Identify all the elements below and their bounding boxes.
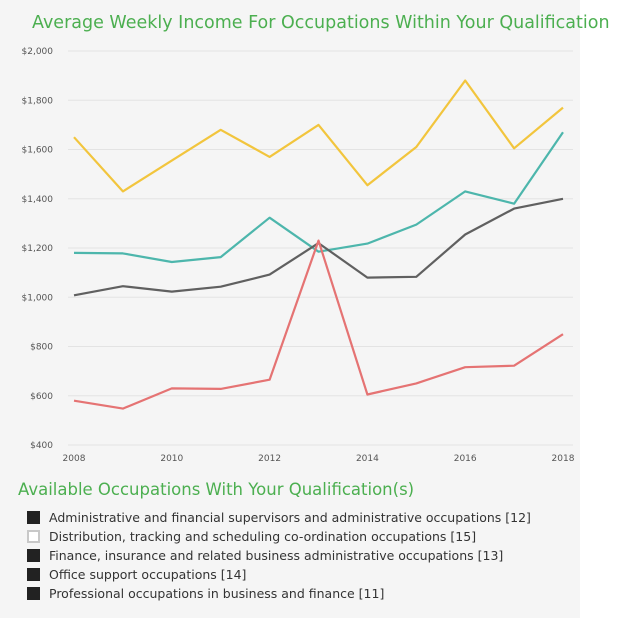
legend-item-label: Administrative and financial supervisors…	[49, 510, 531, 525]
legend-title: Available Occupations With Your Qualific…	[18, 480, 415, 499]
y-tick-label: $1,600	[22, 146, 54, 156]
legend-item[interactable]: Finance, insurance and related business …	[27, 546, 531, 565]
legend-item[interactable]: Professional occupations in business and…	[27, 584, 531, 603]
y-tick-label: $400	[30, 441, 53, 451]
x-tick-label: 2008	[63, 454, 86, 464]
legend: Administrative and financial supervisors…	[27, 508, 531, 603]
legend-item[interactable]: Office support occupations [14]	[27, 565, 531, 584]
series-line-2	[73, 197, 564, 297]
legend-item-label: Distribution, tracking and scheduling co…	[49, 529, 477, 544]
y-tick-label: $1,400	[22, 195, 54, 205]
checkbox-icon[interactable]	[27, 549, 40, 562]
y-tick-label: $600	[30, 392, 53, 402]
y-tick-label: $800	[30, 343, 53, 353]
legend-item[interactable]: Distribution, tracking and scheduling co…	[27, 527, 531, 546]
checkbox-icon[interactable]	[27, 587, 40, 600]
chart-title: Average Weekly Income For Occupations Wi…	[32, 13, 610, 33]
line-chart: $2,000 $1,800 $1,600 $1,400 $1,200 $1,000 $800…	[22, 47, 575, 464]
series-line-1	[73, 131, 564, 264]
checkbox-icon[interactable]	[27, 568, 40, 581]
legend-item-label: Office support occupations [14]	[49, 567, 247, 582]
y-tick-label: $2,000	[22, 47, 54, 57]
chart-panel: Average Weekly Income For Occupations Wi…	[18, 13, 610, 603]
series-line-0	[73, 79, 564, 193]
x-tick-label: 2014	[356, 454, 379, 464]
x-tick-label: 2010	[160, 454, 183, 464]
y-tick-label: $1,800	[22, 96, 54, 106]
checkbox-icon[interactable]	[27, 511, 40, 524]
legend-item[interactable]: Administrative and financial supervisors…	[27, 508, 531, 527]
y-tick-label: $1,200	[22, 244, 54, 254]
series-line-3	[73, 239, 564, 410]
x-tick-label: 2012	[258, 454, 281, 464]
y-tick-label: $1,000	[22, 293, 54, 303]
x-tick-label: 2016	[454, 454, 477, 464]
legend-item-label: Professional occupations in business and…	[49, 586, 385, 601]
checkbox-icon[interactable]	[27, 530, 40, 543]
legend-item-label: Finance, insurance and related business …	[49, 548, 504, 563]
x-tick-label: 2018	[552, 454, 575, 464]
